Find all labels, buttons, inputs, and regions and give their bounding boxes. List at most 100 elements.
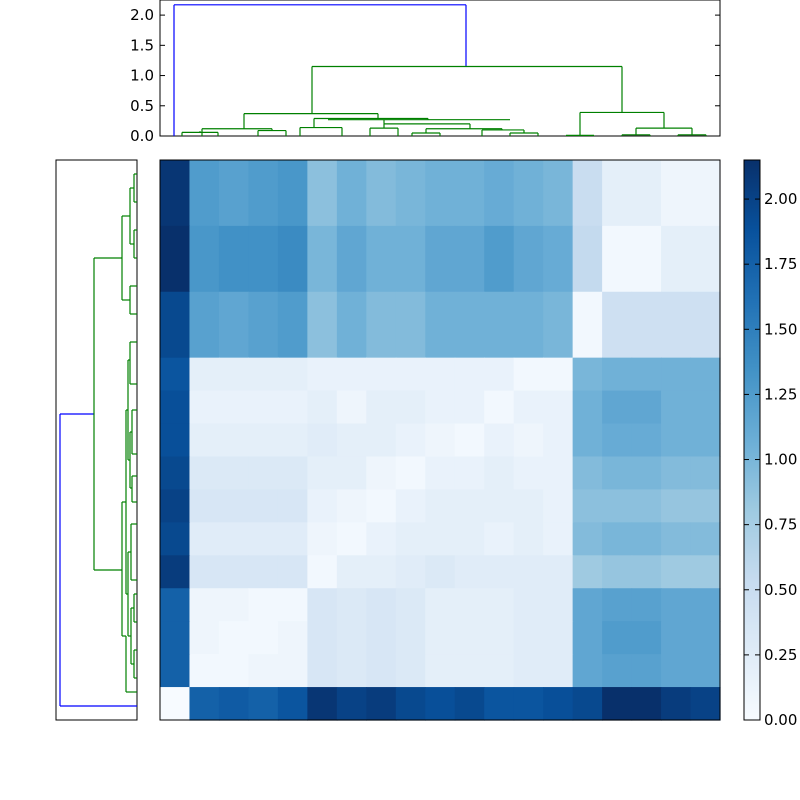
heatmap-frame — [159, 159, 721, 721]
heatmap-cell — [248, 687, 279, 721]
heatmap-cell — [454, 225, 485, 293]
top-dendrogram-tick-label: 2.0 — [130, 6, 154, 24]
heatmap-cell — [690, 654, 721, 688]
heatmap-cell — [425, 687, 456, 721]
heatmap-cell — [395, 489, 426, 523]
left-dendrogram-panel — [55, 159, 138, 721]
heatmap-cell — [248, 654, 279, 688]
heatmap-cell — [454, 291, 485, 359]
heatmap-cell — [395, 357, 426, 392]
heatmap-cell — [366, 291, 397, 359]
heatmap-cell — [307, 423, 338, 458]
heatmap-cell — [661, 390, 692, 425]
heatmap-cell — [572, 654, 603, 688]
heatmap-cell — [602, 225, 633, 293]
heatmap-cell — [631, 555, 662, 589]
heatmap-cell — [484, 555, 515, 589]
heatmap-cell — [218, 588, 250, 622]
heatmap-cell — [218, 225, 250, 293]
heatmap-cell — [336, 522, 367, 556]
heatmap-cell — [366, 456, 397, 491]
heatmap-cell — [602, 588, 633, 622]
heatmap-cell — [661, 225, 692, 293]
heatmap-cell — [425, 291, 456, 359]
heatmap-cell — [572, 390, 603, 425]
heatmap-cell — [336, 357, 367, 392]
heatmap-cell — [189, 456, 220, 491]
heatmap-cell — [513, 291, 544, 359]
heatmap-cell — [277, 522, 308, 556]
heatmap-cell — [277, 390, 308, 425]
heatmap-cell — [690, 522, 721, 556]
heatmap-cell — [543, 160, 574, 227]
heatmap-cell — [513, 357, 544, 392]
heatmap-cell — [454, 456, 485, 491]
heatmap-cell — [572, 225, 603, 293]
heatmap-cell — [307, 390, 338, 425]
heatmap-cell — [513, 522, 544, 556]
heatmap-cell — [336, 687, 367, 721]
heatmap-cell — [602, 390, 633, 425]
heatmap-cell — [395, 522, 426, 556]
heatmap-cell — [572, 555, 603, 589]
heatmap-cell — [160, 687, 191, 721]
heatmap-cell — [631, 654, 662, 688]
heatmap-cell — [690, 456, 721, 491]
heatmap-cell — [454, 489, 485, 523]
heatmap-cell — [277, 489, 308, 523]
heatmap-cell — [425, 555, 456, 589]
heatmap-cell — [602, 687, 633, 721]
heatmap-cell — [602, 160, 633, 227]
heatmap-cell — [160, 357, 191, 392]
heatmap-cell — [631, 225, 662, 293]
heatmap-cell — [572, 588, 603, 622]
heatmap-cell — [248, 357, 279, 392]
heatmap-cell — [690, 225, 721, 293]
heatmap-cell — [248, 160, 279, 227]
heatmap-cell — [336, 588, 367, 622]
heatmap-cell — [160, 588, 191, 622]
heatmap-panel — [159, 159, 721, 721]
heatmap-cell — [572, 621, 603, 655]
heatmap-cell — [307, 621, 338, 655]
heatmap-cell — [248, 291, 279, 359]
heatmap-cell — [189, 390, 220, 425]
heatmap-cell — [425, 357, 456, 392]
heatmap-cell — [160, 160, 191, 227]
heatmap-cell — [160, 522, 191, 556]
heatmap-cell — [336, 456, 367, 491]
heatmap-cell — [218, 687, 250, 721]
heatmap-cell — [395, 225, 426, 293]
heatmap-cell — [189, 423, 220, 458]
heatmap-cell — [484, 456, 515, 491]
heatmap-cell — [454, 687, 485, 721]
heatmap-cell — [602, 423, 633, 458]
heatmap-cell — [513, 654, 544, 688]
heatmap-cell — [454, 160, 485, 227]
heatmap-cell — [631, 423, 662, 458]
heatmap-cell — [572, 291, 603, 359]
heatmap-cell — [631, 687, 662, 721]
heatmap-cell — [513, 423, 544, 458]
heatmap-cell — [484, 291, 515, 359]
heatmap-cell — [395, 621, 426, 655]
heatmap-cell — [248, 423, 279, 458]
heatmap-cell — [248, 621, 279, 655]
heatmap-cell — [395, 390, 426, 425]
top-dendrogram-tick-label: 0.0 — [130, 127, 154, 145]
heatmap-cell — [631, 456, 662, 491]
heatmap-cell — [631, 522, 662, 556]
heatmap-cell — [218, 423, 250, 458]
heatmap-cell — [248, 522, 279, 556]
heatmap-cell — [661, 522, 692, 556]
heatmap-cell — [307, 522, 338, 556]
heatmap-cells — [160, 160, 721, 721]
heatmap-cell — [366, 160, 397, 227]
heatmap-cell — [661, 160, 692, 227]
heatmap-cell — [543, 357, 574, 392]
heatmap-cell — [543, 687, 574, 721]
heatmap-cell — [366, 654, 397, 688]
heatmap-cell — [543, 621, 574, 655]
heatmap-cell — [572, 522, 603, 556]
heatmap-cell — [366, 522, 397, 556]
